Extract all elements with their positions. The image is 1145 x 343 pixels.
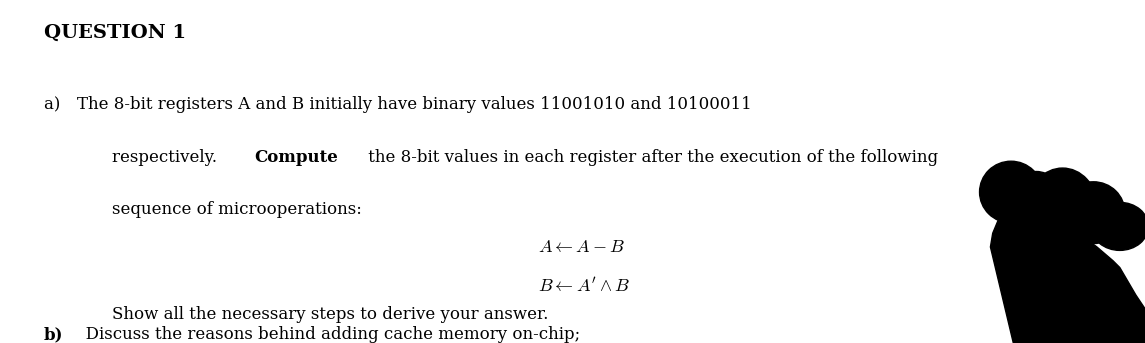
Text: $A \leftarrow A - B$: $A \leftarrow A - B$ [538,238,625,256]
Text: Show all the necessary steps to derive your answer.: Show all the necessary steps to derive y… [112,306,548,323]
Text: $B \leftarrow A' \wedge B$: $B \leftarrow A' \wedge B$ [538,276,631,295]
Text: Compute: Compute [254,149,338,166]
Ellipse shape [1028,168,1097,244]
Text: a) The 8-bit registers A and B initially have binary values 11001010 and 1010001: a) The 8-bit registers A and B initially… [44,96,751,113]
Ellipse shape [1091,202,1145,250]
Text: QUESTION 1: QUESTION 1 [44,24,185,42]
Text: b): b) [44,326,63,343]
Text: Discuss the reasons behind adding cache memory on-chip;: Discuss the reasons behind adding cache … [69,326,579,343]
Text: respectively.: respectively. [112,149,222,166]
Text: the 8-bit values in each register after the execution of the following: the 8-bit values in each register after … [363,149,938,166]
Text: sequence of microoperations:: sequence of microoperations: [112,201,362,218]
Polygon shape [990,192,1145,343]
Ellipse shape [980,161,1043,223]
Ellipse shape [1063,182,1124,244]
Ellipse shape [1011,172,1063,226]
